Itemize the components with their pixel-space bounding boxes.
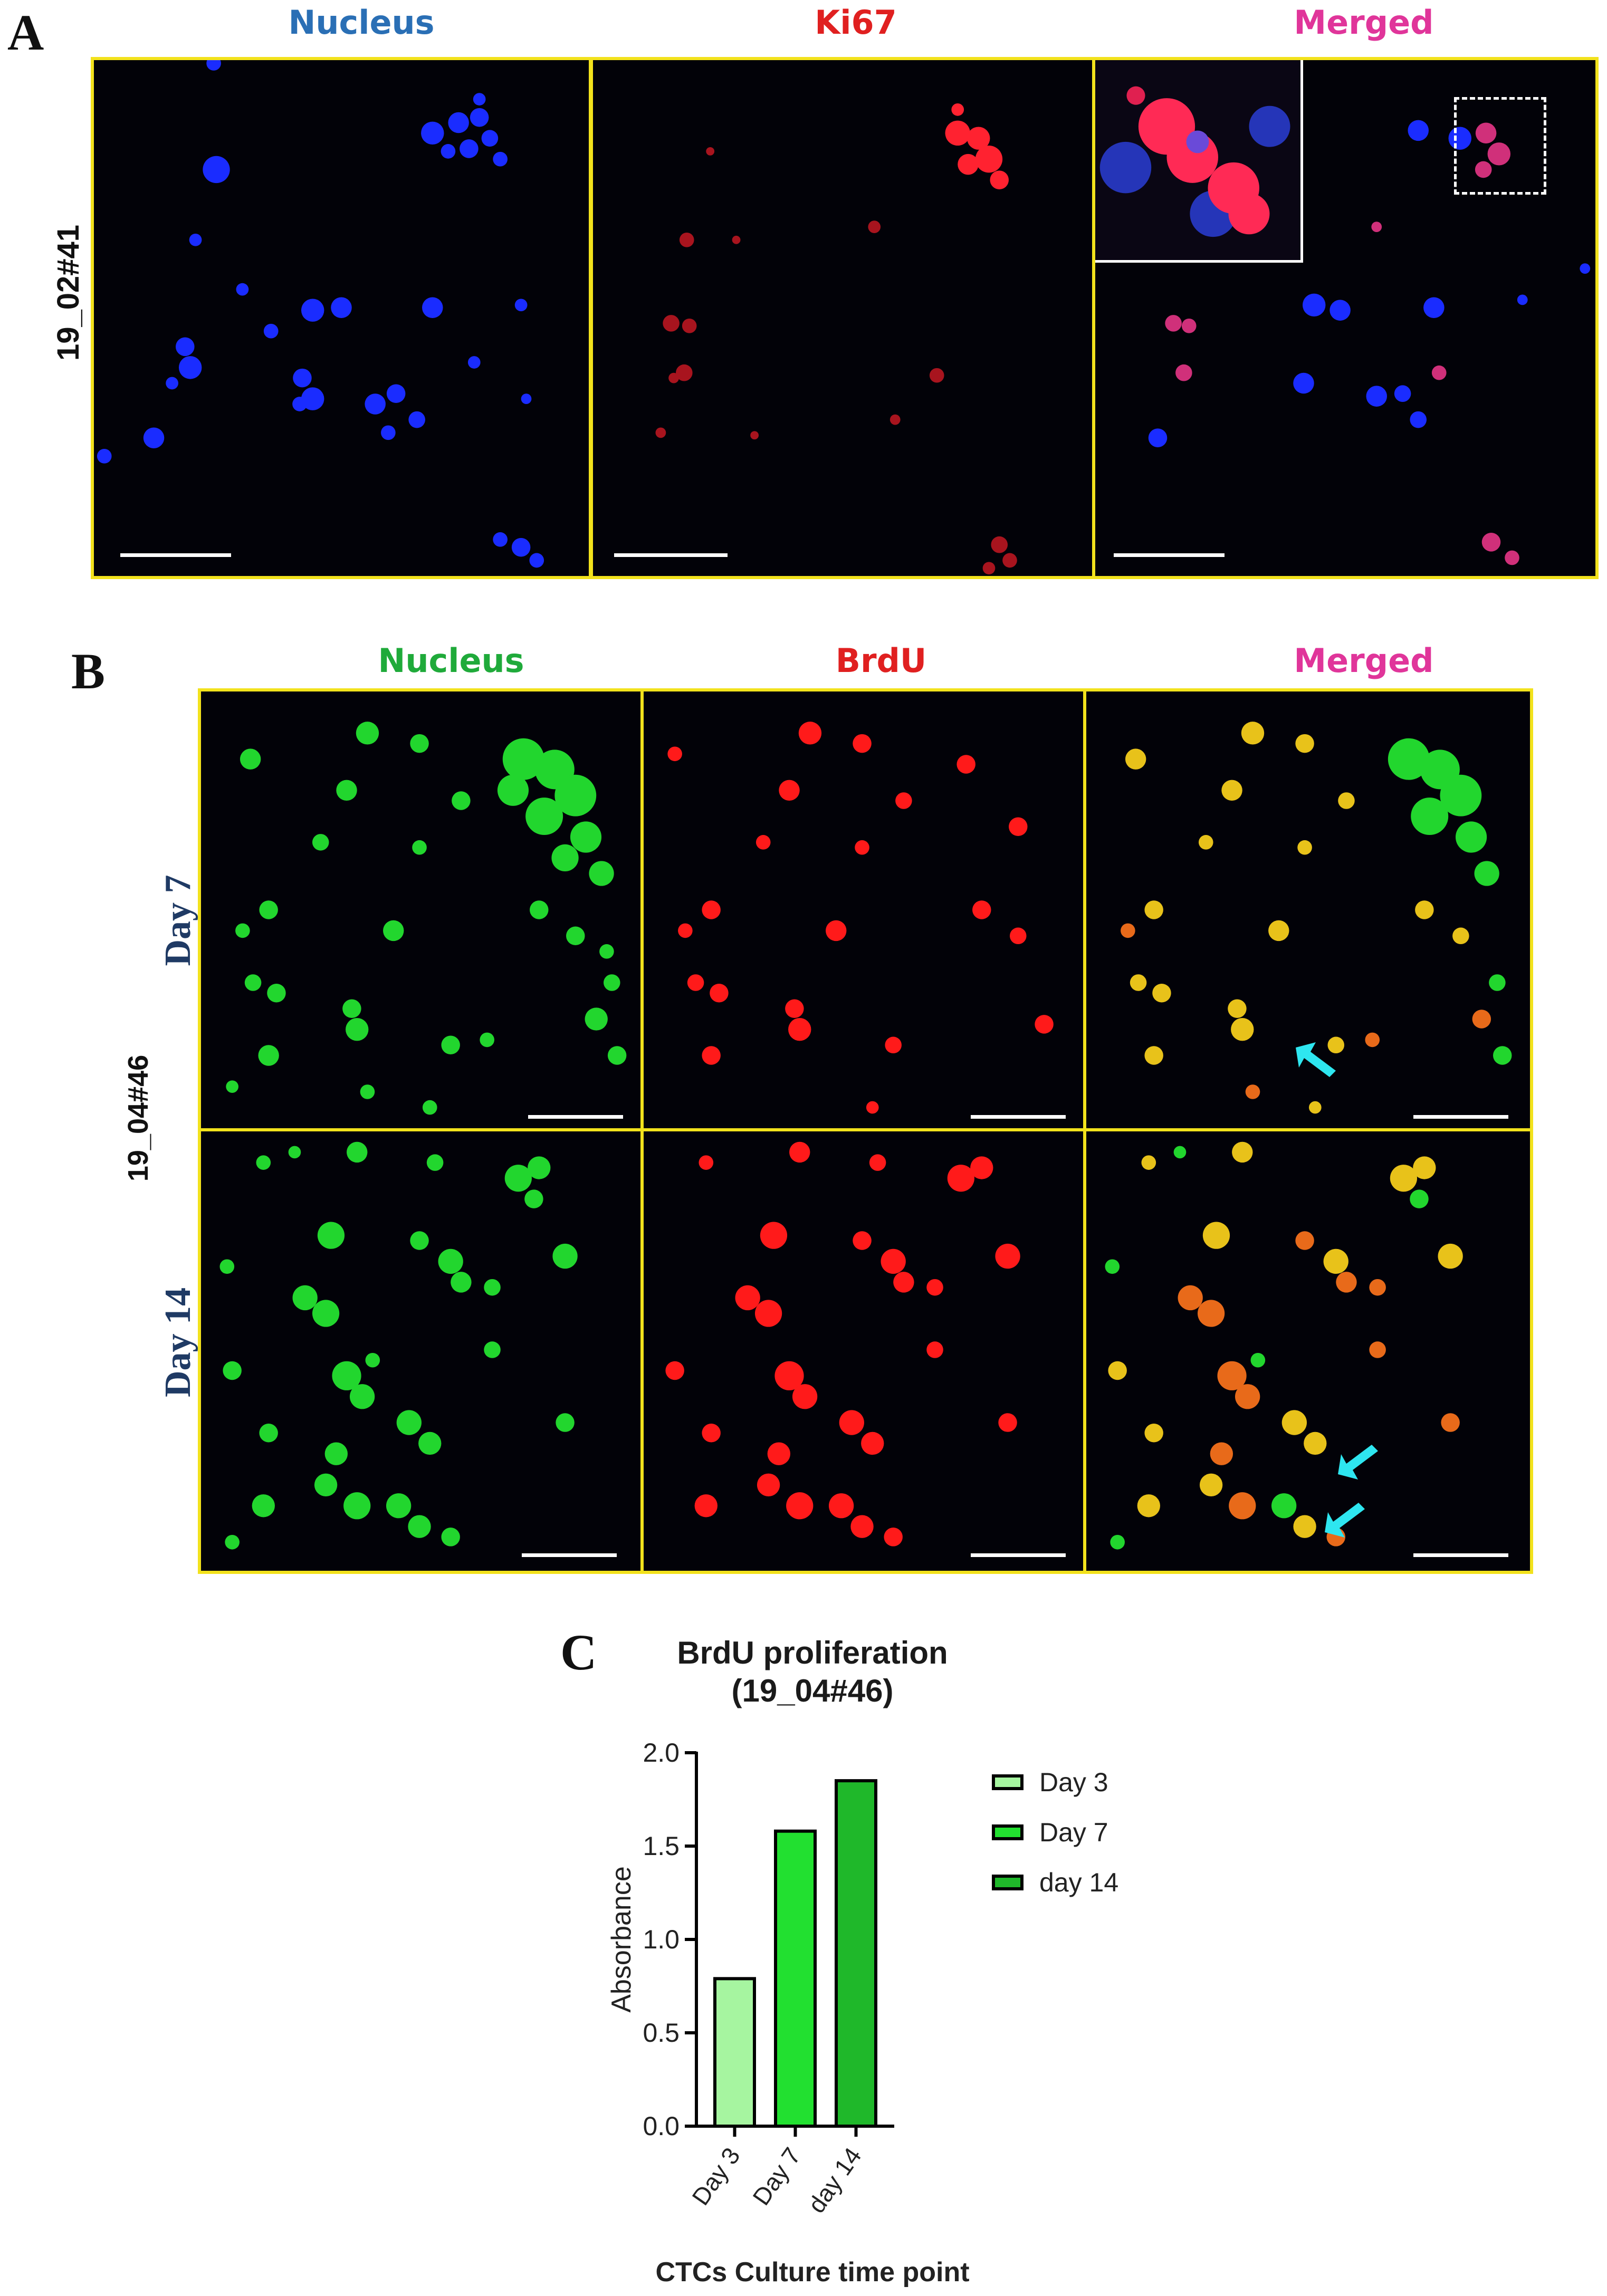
scale-bar: [528, 1115, 623, 1119]
x-axis-title: CTCs Culture time point: [655, 2257, 969, 2288]
chart-title: BrdU proliferation (19_04#46): [677, 1634, 948, 1710]
arrow-icon: [1338, 1445, 1378, 1480]
y-tick-label: 0.0: [643, 2111, 680, 2141]
panel-a-letter: A: [7, 4, 44, 61]
scale-bar: [1114, 553, 1225, 557]
legend-label: day 14: [1039, 1868, 1119, 1897]
panel-b-row-day14: Day 14: [158, 1287, 198, 1398]
panel-a-col-nucleus: Nucleus: [288, 3, 435, 42]
panel-a-ki67-image: [590, 57, 1095, 579]
legend-entry-day3: Day 3: [992, 1767, 1108, 1798]
y-tick-label: 1.0: [643, 1925, 680, 1954]
panel-c-letter: C: [560, 1624, 597, 1680]
panel-a-col-ki67: Ki67: [815, 3, 897, 42]
panel-b-day14-brdu-image: [640, 1128, 1086, 1574]
legend-swatch: [992, 1774, 1023, 1790]
scale-bar: [971, 1115, 1066, 1119]
panel-b-day7-merged-image: [1083, 688, 1533, 1131]
x-tick-label: Day 7: [747, 2143, 806, 2210]
legend-entry-day7: Day 7: [992, 1817, 1108, 1848]
bar-3: [835, 1779, 877, 2128]
panel-b-col-nucleus: Nucleus: [378, 641, 524, 680]
legend-swatch: [992, 1824, 1023, 1840]
zoom-inset: [1095, 60, 1303, 263]
legend-label: Day 7: [1039, 1818, 1108, 1847]
zoom-region-box: [1454, 97, 1546, 195]
scale-bar: [120, 553, 231, 557]
chart-title-line: BrdU proliferation: [677, 1635, 948, 1670]
legend-entry-day14: day 14: [992, 1867, 1118, 1898]
panel-a-merged-image: [1092, 57, 1599, 579]
bar-2: [774, 1829, 817, 2128]
arrow-icon: [1296, 1042, 1336, 1077]
legend-label: Day 3: [1039, 1767, 1108, 1797]
scale-bar: [971, 1553, 1066, 1557]
x-tick-label: Day 3: [686, 2143, 745, 2210]
panel-b-day7-nucleus-image: [198, 688, 644, 1131]
y-tick-label: 1.5: [643, 1831, 680, 1861]
legend-swatch: [992, 1875, 1023, 1890]
panel-a-nucleus-image: [91, 57, 592, 579]
scale-bar: [1413, 1553, 1508, 1557]
panel-b-sample-label: 19_04#46: [122, 1054, 154, 1182]
panel-a-col-merged: Merged: [1294, 3, 1434, 42]
scale-bar: [522, 1553, 617, 1557]
panel-b-row-day7: Day 7: [158, 875, 198, 966]
panel-b-col-merged: Merged: [1294, 641, 1434, 680]
arrow-icon: [1325, 1503, 1365, 1538]
panel-b-day7-brdu-image: [640, 688, 1086, 1131]
panel-b-day14-nucleus-image: [198, 1128, 644, 1574]
panel-b-col-brdu: BrdU: [835, 641, 927, 680]
panel-b-day14-merged-image: [1083, 1128, 1533, 1574]
panel-b-letter: B: [71, 643, 106, 699]
panel-a-sample-label: 19_02#41: [51, 224, 85, 361]
bar-1: [713, 1977, 756, 2128]
y-tick-label: 0.5: [643, 2018, 680, 2048]
chart-subtitle: (19_04#46): [731, 1673, 894, 1708]
y-axis-title: Absorbance: [606, 1866, 637, 2013]
scale-bar: [1413, 1115, 1508, 1119]
scale-bar: [614, 553, 728, 557]
y-tick-label: 2.0: [643, 1738, 680, 1767]
x-tick-label: day 14: [802, 2143, 867, 2218]
